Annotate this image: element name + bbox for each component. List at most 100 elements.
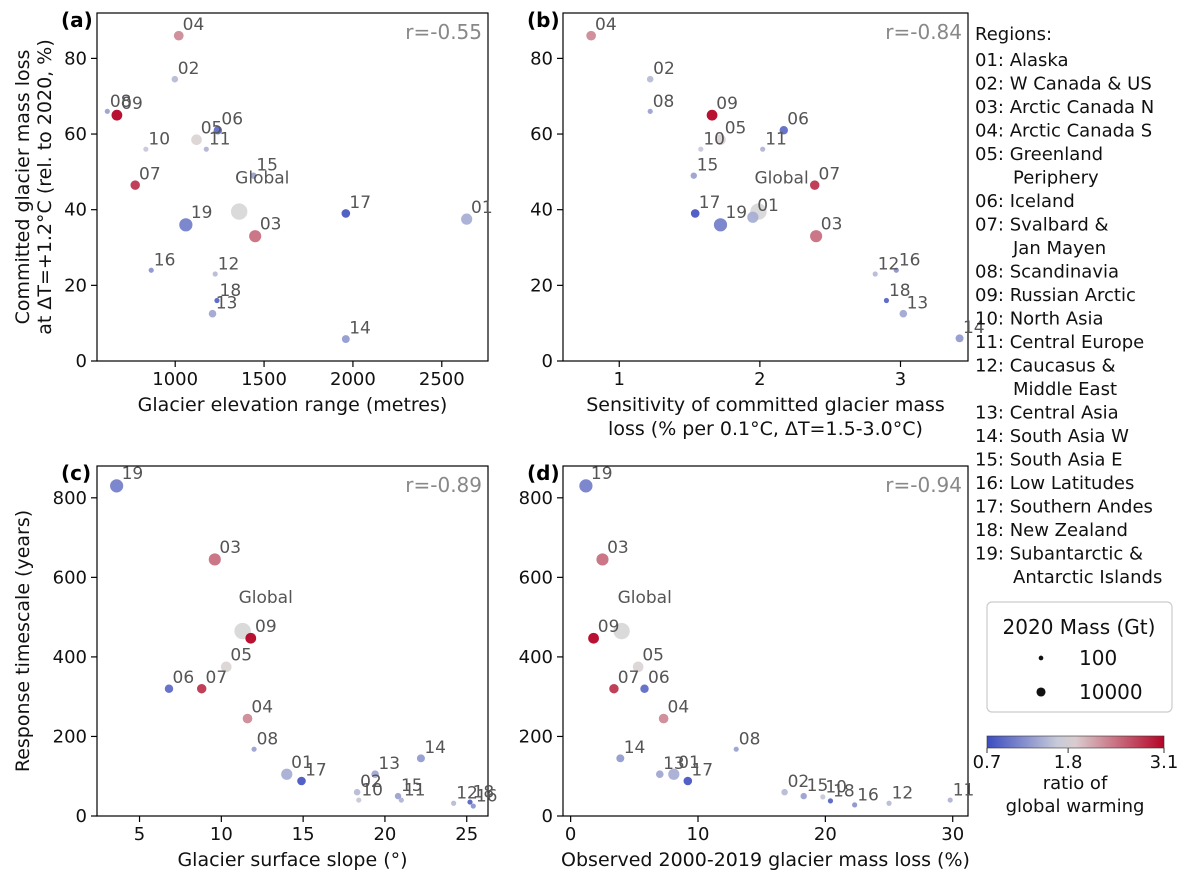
- region-entry-11: 11: Central Europe: [975, 332, 1144, 353]
- point-02: [171, 75, 179, 83]
- point-label-14: 14: [963, 318, 985, 338]
- point-17: [297, 776, 306, 786]
- point-08: [104, 108, 110, 114]
- point-label-03: 03: [607, 538, 629, 558]
- point-04: [586, 30, 596, 41]
- point-01: [281, 768, 293, 780]
- point-13: [899, 309, 908, 318]
- point-05: [715, 134, 726, 146]
- point-label-05: 05: [201, 119, 223, 139]
- point-label-02: 02: [653, 59, 675, 79]
- point-04: [173, 30, 184, 41]
- point-label-12: 12: [218, 254, 240, 274]
- point-label-17: 17: [305, 760, 327, 780]
- plot-frame: [562, 465, 969, 817]
- point-label-17: 17: [699, 193, 721, 213]
- point-label-11: 11: [404, 781, 426, 801]
- point-label-08: 08: [739, 730, 761, 750]
- x-axis-label: Glacier surface slope (°): [177, 849, 407, 870]
- panel-letter: (c): [61, 461, 91, 485]
- point-01: [461, 213, 473, 225]
- x-axis-label: Glacier elevation range (metres): [138, 394, 448, 416]
- y-tick-label: 0: [76, 806, 87, 827]
- y-tick-label: 800: [53, 488, 87, 509]
- point-14: [416, 754, 425, 763]
- x-axis-label: Sensitivity of committed glacier mass: [586, 394, 945, 416]
- point-17: [690, 209, 700, 218]
- point-14: [616, 754, 625, 763]
- point-09: [111, 109, 123, 121]
- point-label-05: 05: [642, 646, 664, 666]
- point-08: [251, 746, 257, 752]
- region-entry-13: 13: Central Asia: [975, 403, 1119, 424]
- y-tick-label: 0: [542, 351, 553, 372]
- point-15: [690, 172, 697, 179]
- point-label-05: 05: [230, 646, 252, 666]
- correlation-label: r=-0.55: [405, 20, 482, 44]
- point-label-10: 10: [361, 781, 383, 801]
- point-label-16: 16: [857, 785, 879, 805]
- point-01: [668, 768, 680, 780]
- region-entry-12: 12: Caucasus &: [975, 356, 1116, 377]
- regions-legend: Regions: 01: Alaska 02: W Canada & US03: …: [975, 24, 1162, 588]
- point-08: [647, 108, 653, 114]
- point-12: [886, 800, 892, 806]
- y-tick-label: 20: [64, 275, 87, 296]
- point-label-15: 15: [697, 156, 719, 176]
- y-tick-label: 40: [64, 200, 87, 221]
- region-entry-12-cont: Middle East: [1013, 379, 1117, 400]
- point-label-09: 09: [121, 94, 143, 114]
- point-label-08: 08: [257, 730, 279, 750]
- point-label-06: 06: [221, 110, 243, 130]
- point-02: [353, 788, 361, 796]
- point-label-15: 15: [401, 776, 423, 796]
- y-axis-label: Response timescale (years): [12, 510, 34, 772]
- regions-title: Regions:: [975, 24, 1052, 45]
- point-label-03: 03: [219, 538, 241, 558]
- point-16: [893, 267, 899, 273]
- correlation-label: r=-0.94: [885, 473, 962, 497]
- mass-size-legend: 2020 Mass (Gt) 100 10000: [986, 601, 1173, 713]
- point-label-16: 16: [476, 786, 498, 806]
- point-07: [130, 180, 140, 190]
- point-label-15: 15: [807, 776, 829, 796]
- y-tick-label: 800: [519, 488, 553, 509]
- panel-letter: (b): [527, 8, 560, 32]
- region-entry-03: 03: Arctic Canada N: [975, 97, 1154, 118]
- point-18: [883, 297, 890, 304]
- point-03: [596, 553, 609, 566]
- point-03: [810, 230, 823, 243]
- region-entry-05: 05: Greenland: [975, 144, 1103, 165]
- point-label-07: 07: [819, 164, 841, 184]
- region-entry-07: 07: Svalbard &: [975, 215, 1109, 236]
- colorbar-ticks: 0.7 1.8 3.1: [973, 748, 1178, 773]
- y-tick-label: 60: [64, 124, 87, 145]
- point-label-07: 07: [206, 668, 228, 688]
- point-label-16: 16: [899, 251, 921, 271]
- point-label-13: 13: [216, 293, 238, 313]
- point-label-11: 11: [953, 781, 975, 801]
- point-01: [747, 211, 759, 223]
- point-02: [646, 75, 654, 83]
- point-label-13: 13: [663, 754, 685, 774]
- point-15: [250, 172, 257, 179]
- point-11: [398, 797, 404, 803]
- correlation-label: r=-0.89: [405, 473, 482, 497]
- y-tick-label: 80: [530, 48, 553, 69]
- y-tick-label: 400: [53, 647, 87, 668]
- point-19: [179, 218, 193, 232]
- point-label-Global: Global: [235, 169, 289, 189]
- point-label-04: 04: [183, 15, 205, 35]
- point-label-12: 12: [892, 784, 914, 804]
- region-entry-04: 04: Arctic Canada S: [975, 121, 1152, 142]
- point-label-01: 01: [471, 198, 493, 218]
- point-15: [800, 792, 807, 800]
- point-label-14: 14: [624, 738, 646, 758]
- x-tick-label: 2000: [330, 369, 376, 390]
- point-15: [394, 792, 402, 800]
- point-label-05: 05: [725, 119, 747, 139]
- x-axis-label: loss (% per 0.1°C, ΔT=1.5-3.0°C): [608, 418, 923, 440]
- point-07: [196, 684, 207, 694]
- point-05: [191, 134, 202, 146]
